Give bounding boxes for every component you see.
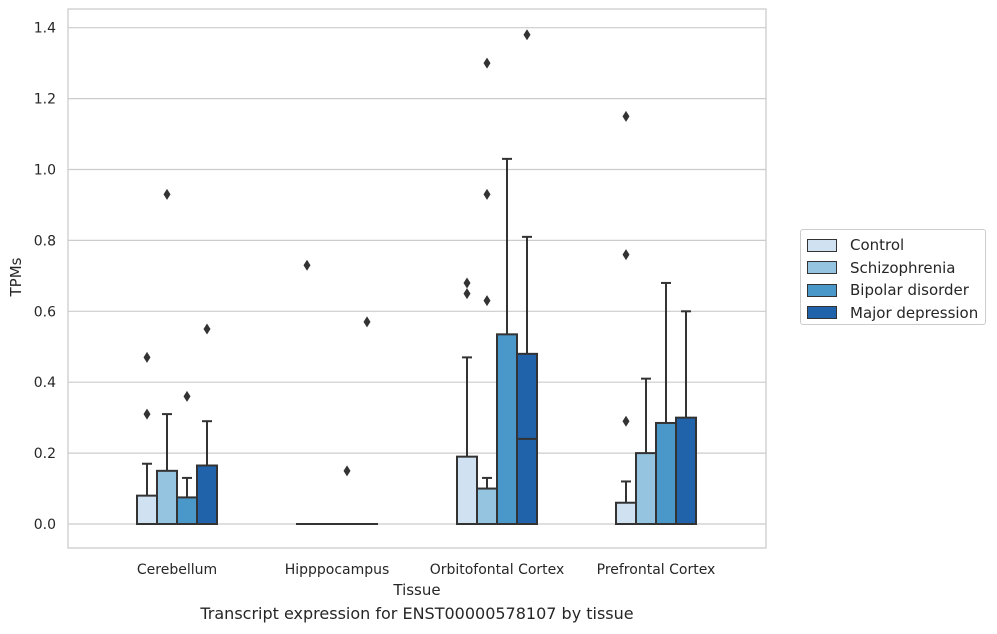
- legend-item: Control: [807, 234, 979, 257]
- box: [635, 452, 657, 526]
- outlier-point: [143, 408, 151, 420]
- plot-area-frame: [67, 8, 767, 549]
- legend: Control Schizophrenia Bipolar disorder Majo…: [800, 229, 986, 325]
- outlier-point: [183, 390, 191, 402]
- outlier-point: [303, 259, 311, 271]
- outlier-point: [483, 57, 491, 69]
- chart-caption: Transcript expression for ENST0000057810…: [200, 604, 634, 623]
- legend-label: Schizophrenia: [850, 258, 956, 277]
- legend-item: Major depression: [807, 302, 979, 325]
- series-bipolar-disorder: [176, 157, 677, 526]
- outlier-point: [483, 295, 491, 307]
- x-tick-label: Cerebellum: [137, 562, 217, 578]
- legend-label: Major depression: [850, 303, 979, 322]
- outlier-point: [463, 277, 471, 289]
- box: [456, 455, 478, 525]
- y-tick-label: 0.2: [34, 446, 56, 462]
- y-axis-ticks: 0.0 0.2 0.4 0.6 0.8 1.0 1.2 1.4: [34, 21, 56, 533]
- legend-swatch: [807, 238, 837, 252]
- legend-label: Bipolar disorder: [850, 281, 969, 300]
- outlier-point: [463, 288, 471, 300]
- y-tick-label: 0.6: [34, 304, 56, 320]
- box: [675, 416, 697, 525]
- box: [136, 494, 158, 526]
- outlier-point: [483, 188, 491, 200]
- legend-label: Control: [850, 236, 905, 255]
- outlier-point: [622, 249, 630, 261]
- x-axis-label: Tissue: [392, 581, 440, 599]
- box: [156, 469, 178, 526]
- legend-swatch: [807, 261, 837, 275]
- box: [496, 333, 518, 525]
- outlier-point: [622, 110, 630, 122]
- x-tick-label: Prefrontal Cortex: [597, 562, 716, 578]
- y-tick-label: 0.4: [34, 375, 56, 391]
- outlier-point: [163, 188, 171, 200]
- outlier-point: [343, 465, 351, 477]
- outlier-point: [363, 316, 371, 328]
- legend-swatch: [807, 306, 837, 320]
- box: [476, 487, 498, 525]
- outlier-point: [523, 29, 531, 41]
- outlier-point: [622, 415, 630, 427]
- y-tick-label: 1.2: [34, 92, 56, 108]
- x-tick-label: Hipppocampus: [285, 562, 390, 578]
- box: [615, 501, 637, 526]
- legend-swatch: [807, 283, 837, 297]
- box: [176, 496, 198, 526]
- box: [655, 421, 677, 525]
- box-series: [136, 29, 697, 526]
- x-axis-ticks: Cerebellum Hipppocampus Orbitofontal Corte…: [137, 562, 715, 578]
- series-major-depression: [196, 29, 697, 526]
- y-tick-label: 0.8: [34, 233, 56, 249]
- series-control: [136, 110, 637, 526]
- gridlines: [68, 27, 766, 525]
- y-tick-label: 1.0: [34, 163, 56, 179]
- y-tick-label: 1.4: [34, 21, 56, 37]
- outlier-point: [143, 351, 151, 363]
- series-schizophrenia: [156, 57, 657, 526]
- y-tick-label: 0.0: [34, 517, 56, 533]
- box: [196, 464, 218, 526]
- y-axis-label: TPMs: [7, 257, 25, 297]
- legend-item: Schizophrenia: [807, 257, 979, 280]
- legend-item: Bipolar disorder: [807, 279, 979, 302]
- outlier-point: [203, 323, 211, 335]
- x-tick-label: Orbitofontal Cortex: [430, 562, 565, 578]
